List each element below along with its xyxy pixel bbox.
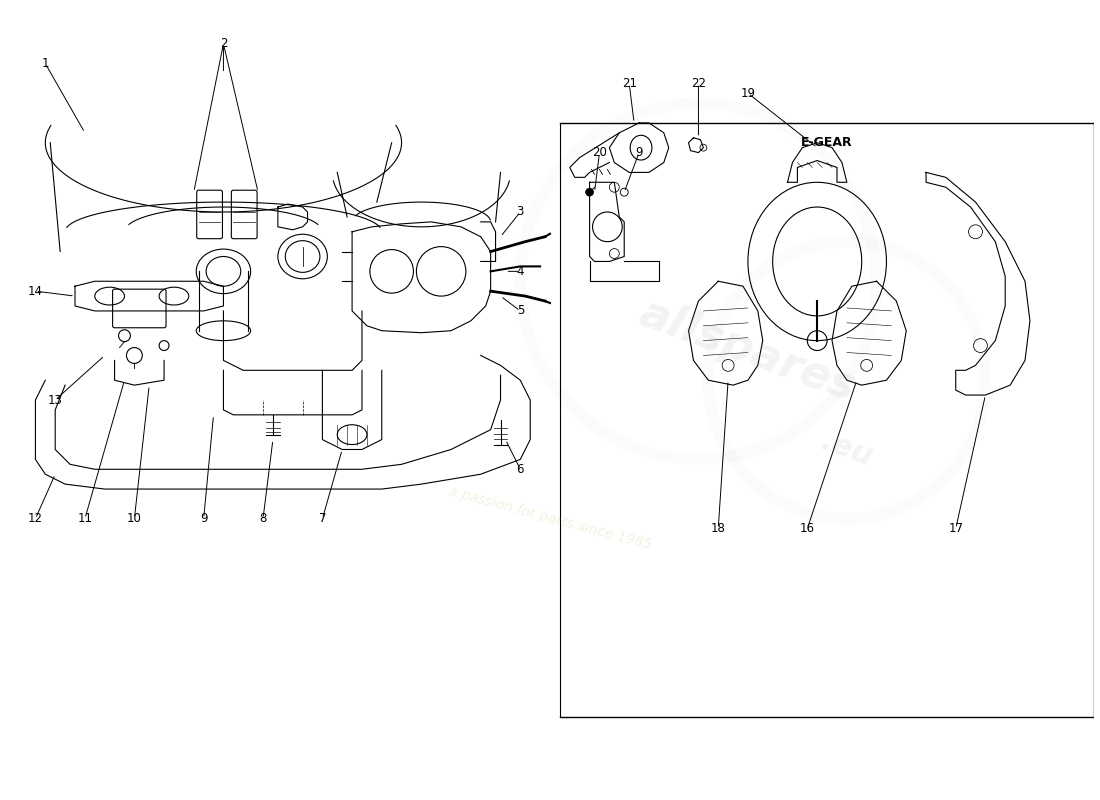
Text: 6: 6 [517, 462, 524, 476]
Circle shape [585, 188, 594, 196]
Text: 1: 1 [42, 57, 50, 70]
Text: 7: 7 [319, 512, 326, 526]
Text: a passion for parts since 1985: a passion for parts since 1985 [447, 485, 653, 553]
Text: 10: 10 [126, 512, 142, 526]
Text: allspares: allspares [634, 291, 862, 410]
Text: E-GEAR: E-GEAR [801, 136, 852, 150]
Text: 18: 18 [711, 522, 726, 535]
Text: 3: 3 [517, 206, 524, 218]
Text: 14: 14 [28, 285, 43, 298]
Text: 9: 9 [636, 146, 642, 159]
Text: 5: 5 [517, 305, 524, 318]
Text: 22: 22 [691, 77, 706, 90]
Text: 4: 4 [517, 265, 524, 278]
Text: .eu: .eu [816, 426, 877, 472]
Text: 19: 19 [740, 86, 756, 100]
Text: 17: 17 [948, 522, 964, 535]
Text: 8: 8 [260, 512, 266, 526]
Text: 2: 2 [220, 38, 228, 50]
Text: 16: 16 [800, 522, 815, 535]
Text: 21: 21 [621, 77, 637, 90]
Text: 20: 20 [592, 146, 607, 159]
Text: 11: 11 [77, 512, 92, 526]
Text: 9: 9 [200, 512, 208, 526]
Text: 12: 12 [28, 512, 43, 526]
Text: 13: 13 [47, 394, 63, 406]
